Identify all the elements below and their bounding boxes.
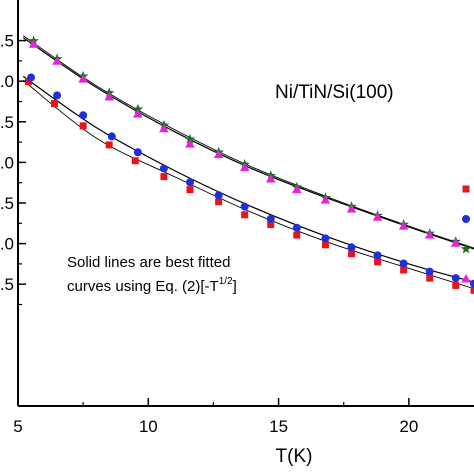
data-point-s1-5 — [131, 157, 139, 165]
data-point-s1-4 — [105, 141, 113, 149]
data-point-s2-5 — [133, 148, 142, 157]
data-point-s4-6 — [159, 123, 169, 133]
x-tick-label-1: 5 — [13, 417, 22, 436]
annotation: Solid lines are best fitted curves using… — [67, 254, 237, 295]
data-point-s2-6 — [159, 164, 168, 173]
data-point-s2-12 — [321, 234, 330, 243]
fit-line-1 — [22, 80, 474, 290]
data-point-s1-11 — [293, 231, 301, 239]
data-point-s1-2 — [50, 100, 58, 108]
data-point-s4-4 — [104, 92, 114, 101]
y-tick-label-5: .5 — [0, 194, 14, 213]
data-point-s3-5 — [132, 103, 144, 114]
data-point-s4-5 — [133, 109, 143, 118]
legend-marker-1 — [462, 185, 470, 193]
annotation-line-1: Solid lines are best fitted — [67, 254, 230, 271]
data-points — [24, 35, 474, 294]
data-point-s1-12 — [321, 241, 329, 249]
data-point-s2-14 — [373, 251, 382, 260]
data-point-s4-9 — [239, 162, 250, 172]
data-point-s4-17 — [450, 238, 461, 247]
data-point-s2-11 — [292, 223, 301, 232]
annotation-line-2-end: ] — [233, 278, 237, 295]
data-point-s2-4 — [107, 132, 116, 141]
data-point-s4-16 — [424, 230, 435, 239]
data-point-s2-8 — [214, 191, 223, 200]
data-point-s4-14 — [372, 212, 383, 221]
data-point-s4-1 — [28, 39, 39, 48]
data-point-s4-12 — [320, 195, 331, 204]
annotation-line-2-main: curves using Eq. (2)[-T — [67, 278, 219, 295]
y-tick-label-4: .0 — [0, 153, 14, 172]
fit-line-3 — [22, 35, 474, 249]
data-point-s2-17 — [451, 274, 460, 283]
data-point-s1-8 — [215, 198, 223, 206]
data-point-s4-13 — [346, 204, 357, 213]
y-tick-label-7: .5 — [0, 275, 14, 294]
data-point-s2-2 — [53, 91, 62, 100]
data-point-s1-6 — [160, 173, 168, 181]
data-point-s2-18 — [470, 279, 474, 288]
y-tick-label-2: .0 — [0, 72, 14, 91]
data-point-s2-15 — [399, 259, 408, 268]
data-point-s4-3 — [78, 74, 88, 83]
data-point-s2-10 — [266, 214, 275, 223]
data-point-s1-7 — [186, 186, 194, 194]
chart-title: Ni/TiN/Si(100) — [275, 82, 394, 103]
data-point-s4-11 — [292, 184, 302, 194]
data-point-s1-3 — [79, 122, 87, 130]
data-point-s2-16 — [425, 267, 434, 276]
axes: 5 10 15 20 .5 .0 .5 .0 .5 .0 .5 — [0, 0, 474, 436]
data-point-s4-2 — [52, 56, 62, 65]
x-axis-label: T(K) — [276, 446, 313, 467]
data-point-s2-7 — [185, 178, 194, 187]
y-tick-label-1: .5 — [0, 32, 14, 51]
x-tick-label-2: 10 — [139, 417, 158, 436]
legend-marker-3 — [460, 243, 472, 254]
y-tick-label-3: .5 — [0, 113, 14, 132]
data-point-s1-13 — [348, 250, 356, 258]
data-point-s2-13 — [347, 243, 356, 252]
legend-marker-4 — [461, 274, 471, 283]
data-point-s1-15 — [400, 266, 408, 274]
data-point-s3-7 — [184, 133, 196, 144]
x-tick-label-3: 15 — [269, 417, 288, 436]
data-point-s1-10 — [267, 221, 275, 229]
data-point-s2-9 — [240, 202, 249, 211]
annotation-exponent: 1/2 — [219, 276, 233, 287]
data-point-s1-17 — [452, 281, 460, 289]
data-point-s2-3 — [79, 111, 88, 120]
data-point-s2-1 — [27, 73, 36, 82]
legend-marker-2 — [462, 215, 470, 223]
data-point-s4-15 — [398, 221, 409, 230]
data-point-s1-16 — [426, 274, 434, 282]
annotation-line-2: curves using Eq. (2)[-T1/2] — [67, 276, 237, 295]
data-point-s1-14 — [374, 258, 382, 266]
data-point-s1-9 — [241, 211, 249, 219]
x-tick-label-4: 20 — [399, 417, 418, 436]
data-point-s1-18 — [470, 286, 474, 294]
data-point-s4-10 — [265, 174, 276, 183]
y-tick-label-6: .0 — [0, 235, 14, 254]
fit-line-4 — [22, 37, 474, 250]
data-point-s4-8 — [213, 149, 224, 159]
fit-lines — [22, 35, 474, 290]
data-point-s1-1 — [24, 78, 32, 86]
fit-line-2 — [22, 75, 474, 283]
data-point-s4-7 — [185, 139, 195, 148]
